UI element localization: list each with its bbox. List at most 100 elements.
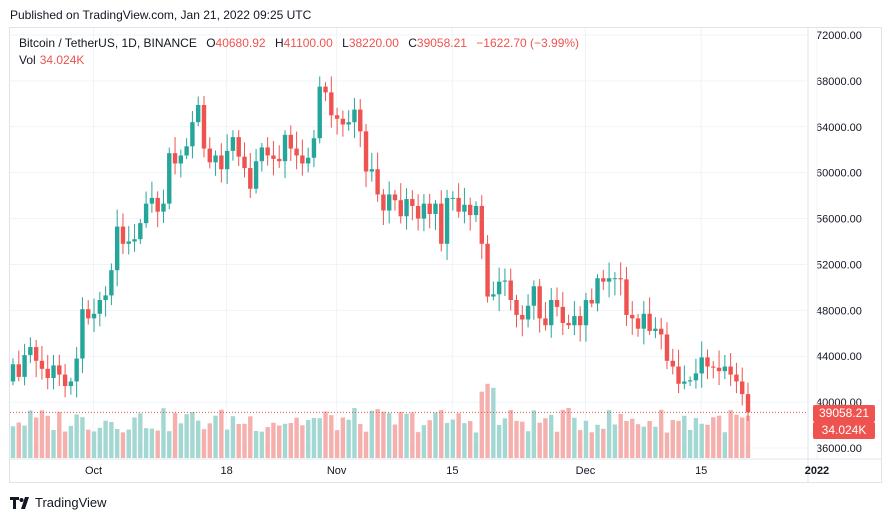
volume-bar: [676, 420, 681, 458]
volume-bar: [439, 410, 444, 458]
y-tick-label: 36000.00: [816, 443, 862, 455]
candle-body: [120, 226, 126, 244]
candle-body: [734, 374, 739, 382]
volume-bar: [363, 431, 369, 458]
volume-bar: [259, 431, 265, 458]
candle-body: [658, 328, 664, 335]
volume-bar: [537, 422, 542, 458]
volume-bar: [201, 429, 207, 458]
candle-body: [485, 243, 490, 297]
volume-bar: [572, 417, 577, 458]
candle-body: [358, 109, 363, 132]
volume-bar: [520, 421, 525, 458]
candle-body: [28, 347, 33, 356]
volume-bar: [421, 425, 427, 458]
volume-bar: [462, 423, 467, 458]
candle-body: [606, 278, 612, 282]
volume-bar: [502, 418, 508, 458]
volume-bar: [323, 411, 328, 458]
candle-body: [531, 286, 537, 306]
symbol-title[interactable]: Bitcoin / TetherUS, 1D, BINANCE: [19, 36, 197, 50]
volume-bar: [97, 427, 103, 458]
candle-body: [265, 147, 270, 156]
candle-body: [676, 366, 681, 384]
candle-body: [103, 295, 108, 301]
volume-bar: [740, 417, 745, 458]
volume-bar: [711, 417, 716, 458]
volume-bar: [531, 410, 537, 458]
candle-body: [577, 316, 583, 326]
candle-body: [427, 203, 432, 214]
candle-body: [595, 278, 600, 304]
candle-body: [155, 197, 160, 212]
volume-bar: [381, 411, 386, 458]
candle-body: [537, 286, 542, 319]
y-tick-label: 60000.00: [816, 168, 862, 180]
candle-body: [62, 374, 68, 387]
candle-body: [583, 300, 589, 326]
volume-bar: [33, 417, 39, 458]
volume-bar: [39, 410, 45, 458]
volume-bar: [369, 410, 375, 458]
volume-bar: [294, 417, 299, 458]
candle-body: [468, 204, 473, 216]
candle-body: [711, 366, 716, 368]
volume-bar: [398, 411, 403, 458]
candle-body: [317, 86, 322, 139]
tradingview-logo[interactable]: TradingView: [10, 495, 107, 510]
volume-bar: [635, 424, 641, 458]
volume-bar: [103, 420, 108, 458]
candle-body: [172, 153, 178, 164]
x-tick-label: Dec: [576, 465, 596, 477]
volume-bar: [647, 420, 652, 458]
volume-bar: [485, 383, 490, 458]
candle-body: [242, 156, 247, 169]
y-tick-label: 52000.00: [816, 259, 862, 271]
candle-body: [462, 204, 467, 212]
chart-frame[interactable]: [9, 27, 882, 483]
volume-bar: [410, 412, 415, 458]
candle-body: [392, 194, 398, 201]
volume-bar: [253, 430, 259, 458]
candle-body: [670, 360, 675, 367]
volume-bar: [716, 415, 722, 458]
volume-bar: [427, 420, 432, 458]
candle-body: [340, 118, 346, 125]
candle-body: [641, 313, 647, 329]
volume-bar: [132, 417, 137, 458]
volume-bar: [57, 411, 62, 458]
volume-bar: [386, 413, 392, 458]
volume-bar: [114, 429, 120, 458]
volume-bar: [334, 430, 340, 458]
volume-bar: [352, 408, 357, 458]
volume-bar: [491, 387, 496, 458]
low-value: 38220.00: [348, 36, 399, 50]
candle-body: [178, 155, 184, 164]
volume-bar: [329, 415, 334, 458]
candle-body: [473, 205, 479, 216]
candle-body: [323, 86, 328, 93]
candle-body: [410, 199, 415, 206]
volume-bar: [456, 413, 461, 458]
volume-bar: [664, 432, 670, 458]
candle-body: [630, 314, 635, 319]
volume-bar: [554, 431, 560, 458]
volume-bar: [16, 422, 21, 458]
candle-body: [143, 203, 149, 224]
volume-bar: [705, 424, 710, 458]
candle-body: [288, 134, 293, 149]
volume-bar: [734, 414, 739, 458]
open-label: O: [206, 36, 216, 50]
candle-body: [745, 394, 751, 413]
candle-body: [230, 137, 236, 151]
candle-body: [682, 381, 687, 384]
volume-bar: [687, 429, 693, 458]
volume-bar: [138, 413, 143, 458]
candle-body: [329, 92, 334, 116]
candle-body: [45, 368, 50, 379]
volume-bar: [80, 417, 85, 458]
volume-bar: [560, 409, 566, 458]
candle-body: [149, 197, 155, 204]
candle-body: [282, 134, 288, 162]
